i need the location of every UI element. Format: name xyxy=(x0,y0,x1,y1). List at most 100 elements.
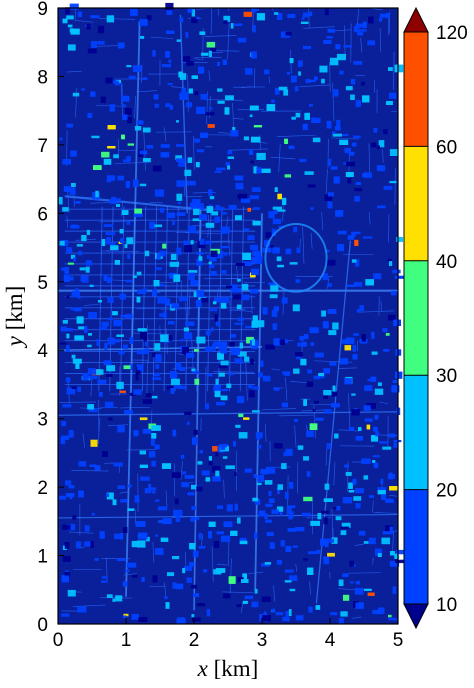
heatmap-cell xyxy=(271,309,278,317)
colorbar-tick-label: 20 xyxy=(436,481,457,502)
street-segment xyxy=(150,36,174,39)
heatmap-cell xyxy=(71,183,76,187)
heatmap-cell xyxy=(133,430,139,437)
heatmap-cell xyxy=(378,140,385,148)
heatmap-cell xyxy=(363,541,369,544)
heatmap-cell xyxy=(393,319,401,326)
heatmap-cell xyxy=(153,280,160,287)
heatmap-cell xyxy=(260,360,264,367)
heatmap-cell xyxy=(344,378,352,385)
heatmap-cell xyxy=(308,606,313,613)
heatmap-cell xyxy=(125,313,133,319)
heatmap-cell xyxy=(271,509,279,514)
heatmap-cell xyxy=(274,187,278,192)
heatmap-cell xyxy=(109,199,116,204)
y-axis-ticks: 0 1 2 3 4 5 6 7 8 9 xyxy=(37,0,64,636)
heatmap-cell xyxy=(190,518,195,522)
heatmap-cell xyxy=(221,226,226,234)
heatmap-cell xyxy=(312,137,321,143)
heatmap-cell xyxy=(85,260,92,266)
street-segment xyxy=(184,551,187,566)
heatmap-cell xyxy=(187,8,193,13)
street-segment xyxy=(66,215,69,229)
heatmap-cell xyxy=(354,196,360,202)
heatmap-cell xyxy=(266,104,276,111)
heatmap-cell xyxy=(157,296,167,304)
heatmap-cell xyxy=(373,127,378,133)
heatmap-cell xyxy=(114,198,121,202)
colorbar-extend-max xyxy=(403,6,429,33)
heatmap-cell xyxy=(208,204,212,208)
heatmap-cell xyxy=(116,381,124,389)
heatmap-cell xyxy=(388,614,392,618)
heatmap-cell xyxy=(374,388,384,395)
heatmap-cell xyxy=(214,216,220,223)
heatmap-cell xyxy=(281,463,287,470)
heatmap-cell xyxy=(205,346,213,352)
heatmap-cell xyxy=(137,328,147,332)
heatmap-cell xyxy=(352,354,358,360)
heatmap-cell xyxy=(377,553,382,557)
heatmap-cell xyxy=(235,215,242,221)
heatmap-cell xyxy=(355,259,360,267)
street-segment xyxy=(160,308,191,310)
heatmap-cell xyxy=(217,352,224,360)
heatmap-cell xyxy=(120,315,128,318)
heatmap-cell xyxy=(336,506,341,511)
heatmap-cell xyxy=(205,330,211,336)
heatmap-cell xyxy=(84,525,90,532)
heatmap-cell xyxy=(89,284,94,287)
heatmap-cell xyxy=(361,334,366,342)
heatmap-cell xyxy=(160,144,170,148)
heatmap-cell xyxy=(152,575,158,583)
heatmap-cell xyxy=(341,339,350,344)
heatmap-cell xyxy=(230,530,238,536)
heatmap-cell xyxy=(76,316,84,324)
heatmap-cell xyxy=(217,505,223,510)
heatmap-cell xyxy=(378,17,383,22)
heatmap-cell xyxy=(385,333,390,336)
heatmap-cell xyxy=(126,562,137,568)
heatmap-cell xyxy=(323,517,328,525)
heatmap-cell xyxy=(159,313,167,317)
heatmap-cell xyxy=(383,185,393,190)
heatmap-cell xyxy=(235,263,245,266)
heatmap-cell xyxy=(392,586,397,594)
heatmap-cell xyxy=(162,243,167,249)
heatmap-cell xyxy=(127,508,135,511)
heatmap-cell xyxy=(167,572,175,577)
heatmap-cell xyxy=(170,388,175,394)
heatmap-cell xyxy=(287,505,296,508)
heatmap-cell xyxy=(110,242,116,247)
heatmap-cell xyxy=(223,15,231,22)
heatmap-cell xyxy=(75,362,80,369)
heatmap-cell xyxy=(88,375,98,380)
heatmap-cell xyxy=(128,75,136,80)
heatmap-cell xyxy=(209,107,213,110)
street-segment xyxy=(84,303,100,306)
heatmap-cell xyxy=(107,337,115,345)
heatmap-cell xyxy=(338,579,344,587)
heatmap-cell xyxy=(61,524,71,530)
heatmap-cell xyxy=(121,210,129,215)
heatmap-cell xyxy=(66,123,74,128)
heatmap-cell xyxy=(207,124,215,128)
y-tick-label: 9 xyxy=(37,0,48,20)
heatmap-cell xyxy=(306,381,314,387)
heatmap-cell xyxy=(183,332,191,340)
heatmap-cell xyxy=(328,158,332,161)
heatmap-cell xyxy=(329,362,337,366)
heatmap-cell xyxy=(117,485,126,489)
heatmap-cell xyxy=(347,178,352,184)
heatmap-cell xyxy=(374,414,379,420)
heatmap-cell xyxy=(372,455,380,458)
heatmap-cell xyxy=(131,574,138,578)
heatmap-cell xyxy=(301,17,305,20)
heatmap-cell xyxy=(256,13,265,21)
heatmap-cell xyxy=(81,235,87,242)
heatmap-cell xyxy=(113,462,123,467)
heatmap-cell xyxy=(330,166,338,170)
heatmap-cell xyxy=(274,443,283,449)
heatmap-cell xyxy=(272,206,282,210)
heatmap-cell xyxy=(381,537,390,545)
